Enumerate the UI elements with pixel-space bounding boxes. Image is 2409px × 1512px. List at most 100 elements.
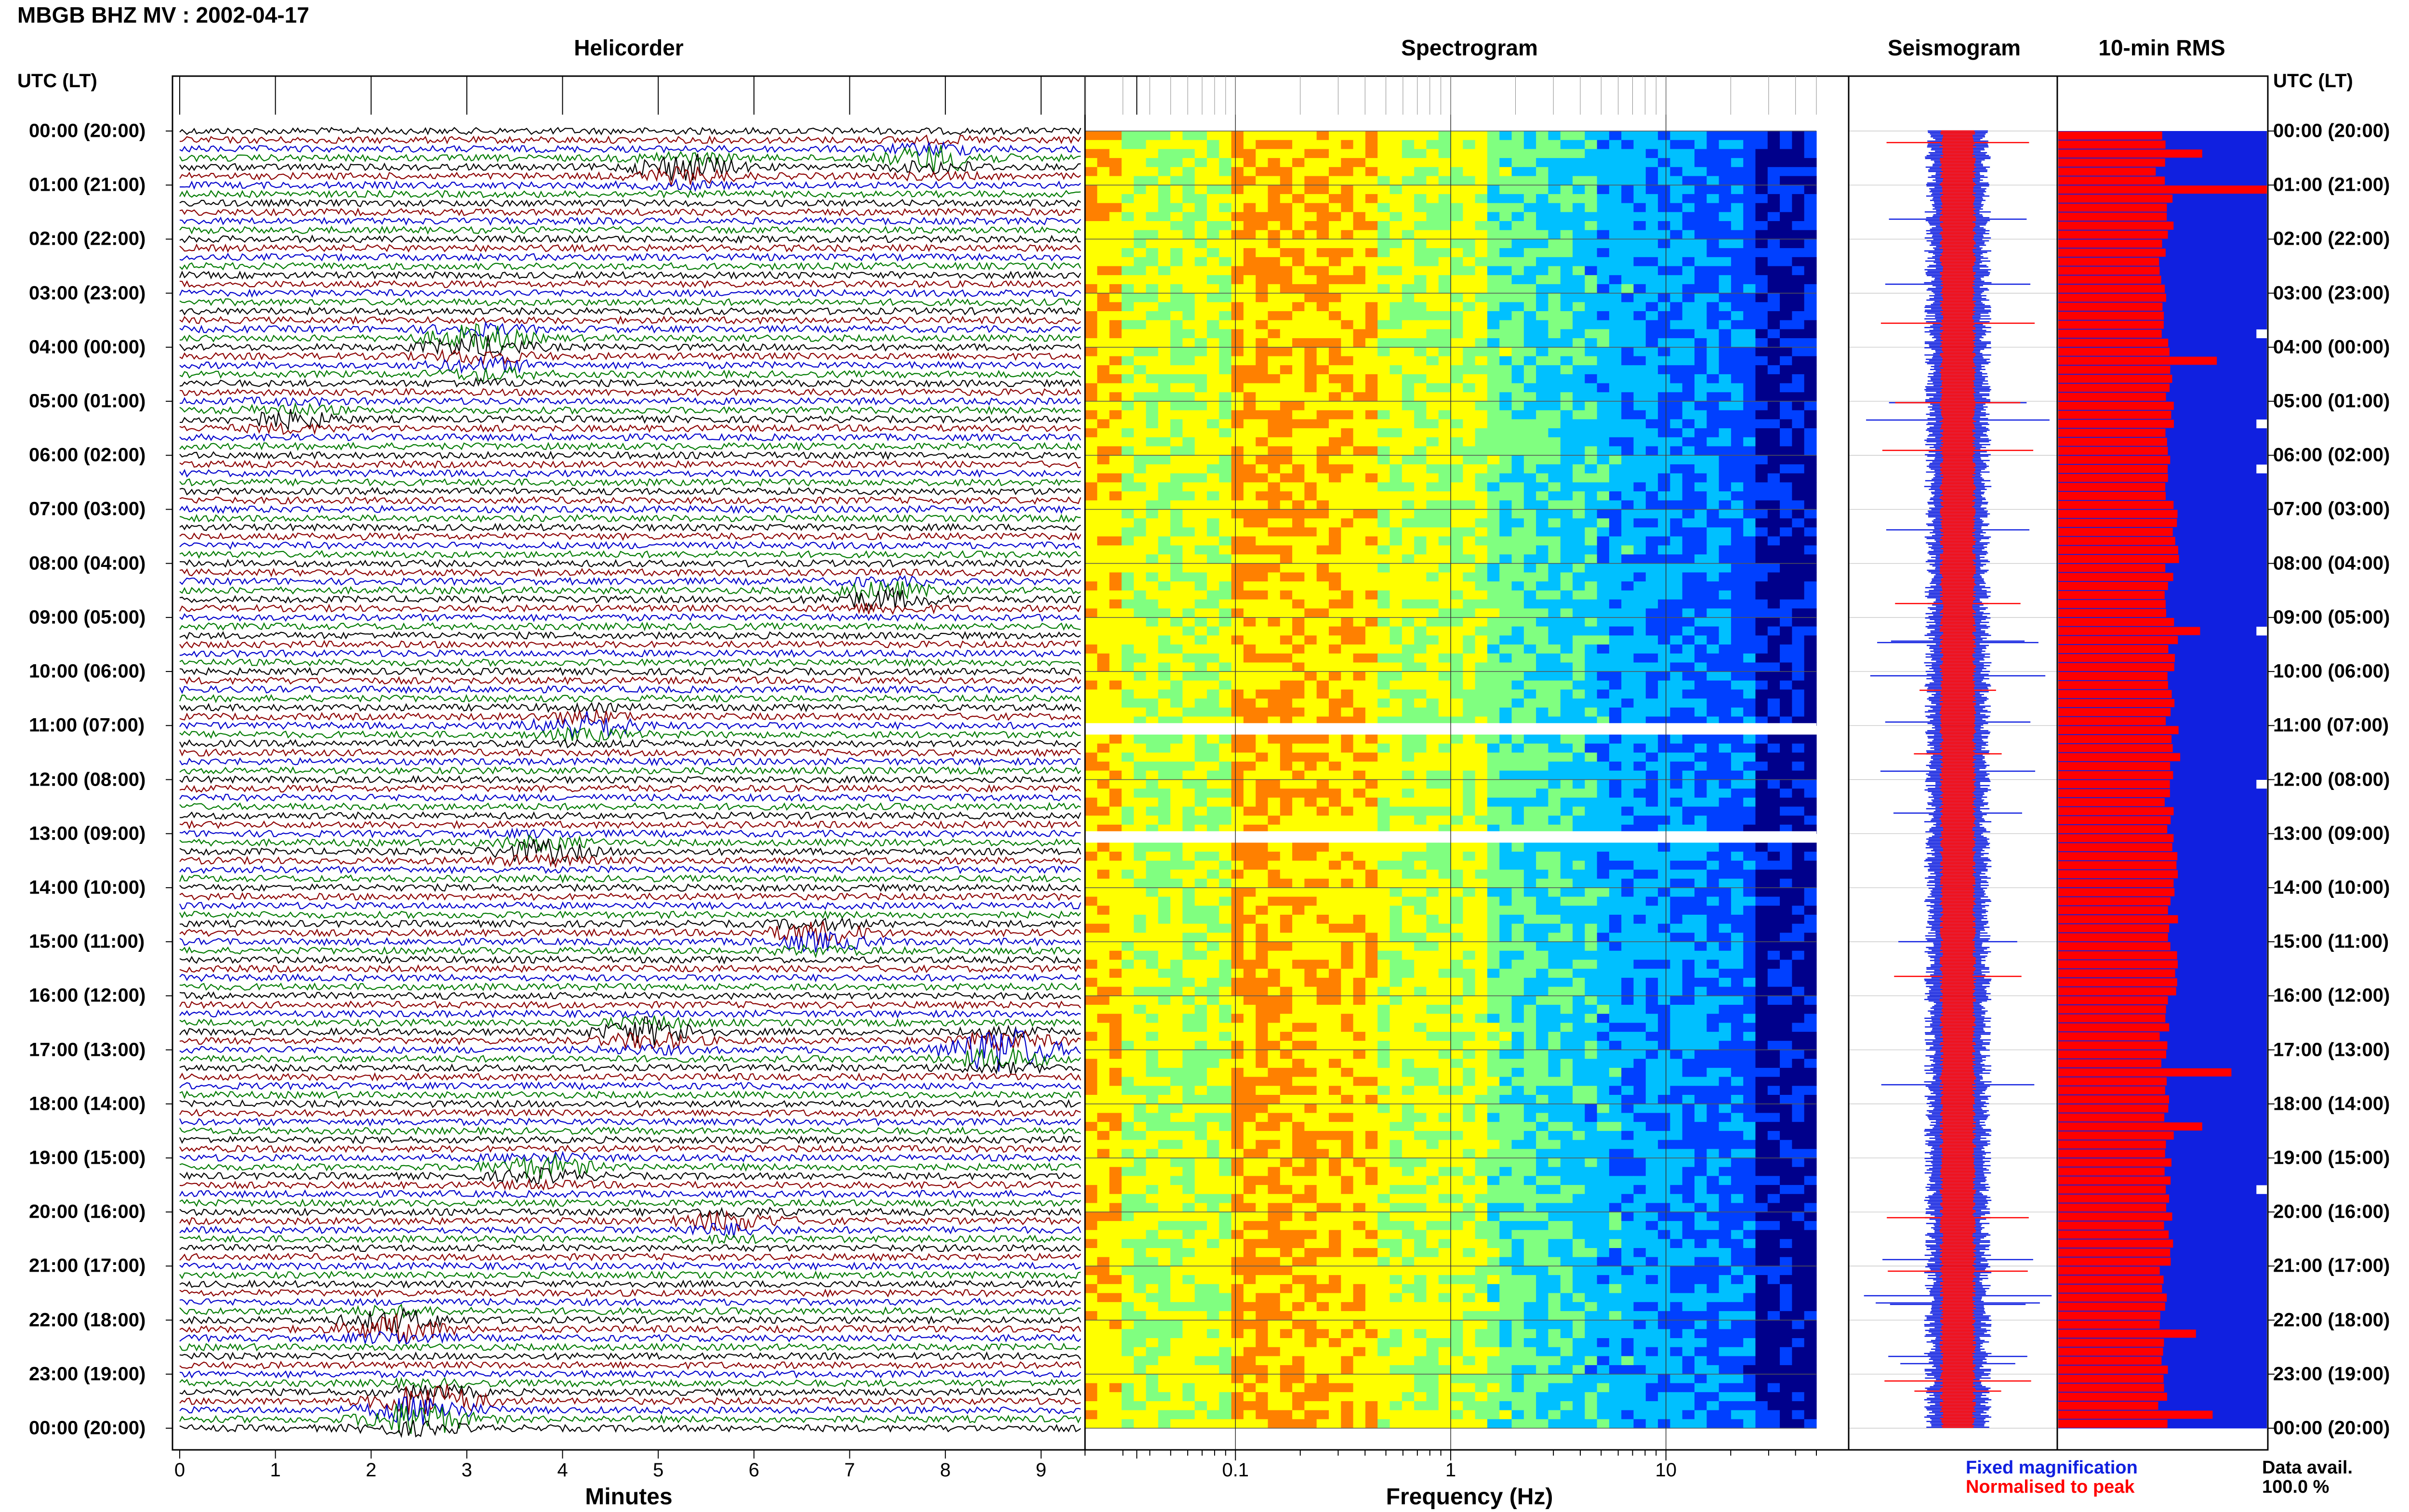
spectrogram-cell <box>1158 194 1171 204</box>
spectrogram-cell <box>1219 185 1232 195</box>
spectrogram-cell <box>1645 743 1658 753</box>
spectrogram-cell <box>1536 194 1549 204</box>
spectrogram-cell <box>1548 248 1561 258</box>
spectrogram-cell <box>1304 239 1317 249</box>
spectrogram-cell <box>1194 518 1207 528</box>
spectrogram-cell <box>1560 185 1573 195</box>
spectrogram-cell <box>1621 428 1634 438</box>
helicorder-trace <box>179 853 1081 868</box>
spectrogram-cell <box>1231 743 1244 753</box>
spectrogram-cell <box>1146 401 1159 411</box>
spectrogram-cell <box>1426 563 1439 573</box>
spectrogram-cell <box>1341 185 1354 195</box>
spectrogram-cell <box>1487 735 1500 744</box>
spectrogram-cell <box>1780 581 1792 591</box>
spectrogram-cell <box>1426 518 1439 528</box>
spectrogram-cell <box>1182 257 1195 267</box>
spectrogram-cell <box>1682 239 1695 249</box>
spectrogram-cell <box>1182 608 1195 618</box>
spectrogram-cell <box>1719 455 1732 465</box>
spectrogram-cell <box>1280 689 1293 699</box>
spectrogram-cell <box>1780 500 1792 510</box>
spectrogram-cell <box>1097 680 1110 690</box>
spectrogram-cell <box>1170 626 1183 636</box>
spectrogram-cell <box>1097 176 1110 185</box>
spectrogram-cell <box>1487 230 1500 239</box>
spectrogram-cell <box>1438 131 1451 141</box>
spectrogram-cell <box>1280 590 1293 600</box>
spectrogram-cell <box>1804 455 1817 465</box>
spectrogram-cell <box>1085 762 1098 771</box>
spectrogram-cell <box>1585 500 1598 510</box>
spectrogram-cell <box>1451 203 1463 212</box>
spectrogram-cell <box>1597 401 1610 411</box>
spectrogram-cell <box>1280 617 1293 627</box>
spectrogram-cell <box>1121 770 1134 780</box>
spectrogram-cell <box>1658 752 1670 762</box>
spectrogram-cell <box>1682 635 1695 645</box>
spectrogram-cell <box>1329 167 1341 177</box>
spectrogram-cell <box>1743 419 1756 429</box>
spectrogram-cell <box>1256 554 1269 564</box>
spectrogram-cell <box>1243 554 1256 564</box>
spectrogram-cell <box>1207 212 1219 222</box>
spectrogram-cell <box>1523 392 1536 402</box>
spectrogram-cell <box>1414 554 1427 564</box>
spectrogram-cell <box>1426 203 1439 212</box>
spectrogram-cell <box>1633 194 1646 204</box>
spectrogram-cell <box>1182 509 1195 519</box>
spectrogram-cell <box>1597 680 1610 690</box>
spectrogram-cell <box>1633 789 1646 798</box>
spectrogram-cell <box>1426 852 1439 861</box>
spectrogram-cell <box>1426 284 1439 294</box>
spectrogram-cell <box>1194 275 1207 285</box>
spectrogram-cell <box>1390 590 1403 600</box>
spectrogram-cell <box>1585 275 1598 285</box>
spectrogram-cell <box>1780 266 1792 276</box>
spectrogram-cell <box>1231 680 1244 690</box>
spectrogram-cell <box>1377 437 1390 447</box>
spectrogram-cell <box>1694 617 1707 627</box>
spectrogram-cell <box>1414 338 1427 348</box>
spectrogram-cell <box>1256 500 1269 510</box>
spectrogram-cell <box>1402 239 1415 249</box>
spectrogram-cell <box>1329 852 1341 861</box>
spectrogram-cell <box>1487 167 1500 177</box>
spectrogram-cell <box>1780 428 1792 438</box>
spectrogram-cell <box>1658 852 1670 861</box>
spectrogram-cell <box>1792 762 1805 771</box>
spectrogram-cell <box>1792 644 1805 654</box>
spectrogram-cell <box>1365 140 1378 149</box>
spectrogram-cell <box>1365 852 1378 861</box>
spectrogram-cell <box>1719 536 1732 546</box>
spectrogram-cell <box>1219 789 1232 798</box>
spectrogram-cell <box>1743 572 1756 582</box>
spectrogram-cell <box>1121 626 1134 636</box>
spectrogram-cell <box>1548 842 1561 852</box>
spectrogram-cell <box>1121 545 1134 555</box>
spectrogram-cell <box>1487 473 1500 483</box>
spectrogram-cell <box>1487 617 1500 627</box>
spectrogram-cell <box>1792 779 1805 789</box>
spectrogram-cell <box>1353 581 1366 591</box>
spectrogram-cell <box>1341 536 1354 546</box>
spectrogram-cell <box>1780 762 1792 771</box>
spectrogram-cell <box>1170 554 1183 564</box>
spectrogram-cell <box>1780 752 1792 762</box>
spectrogram-cell <box>1231 617 1244 627</box>
spectrogram-cell <box>1658 140 1670 149</box>
spectrogram-cell <box>1243 158 1256 168</box>
spectrogram-cell <box>1792 491 1805 501</box>
spectrogram-cell <box>1633 158 1646 168</box>
spectrogram-cell <box>1207 554 1219 564</box>
spectrogram-cell <box>1645 554 1658 564</box>
spectrogram-cell <box>1402 608 1415 618</box>
spectrogram-cell <box>1645 266 1658 276</box>
spectrogram-cell <box>1280 482 1293 492</box>
spectrogram-cell <box>1499 203 1512 212</box>
spectrogram-cell <box>1682 770 1695 780</box>
spectrogram-cell <box>1804 635 1817 645</box>
spectrogram-cell <box>1536 707 1549 717</box>
spectrogram-cell <box>1231 410 1244 420</box>
spectrogram-cell <box>1633 257 1646 267</box>
